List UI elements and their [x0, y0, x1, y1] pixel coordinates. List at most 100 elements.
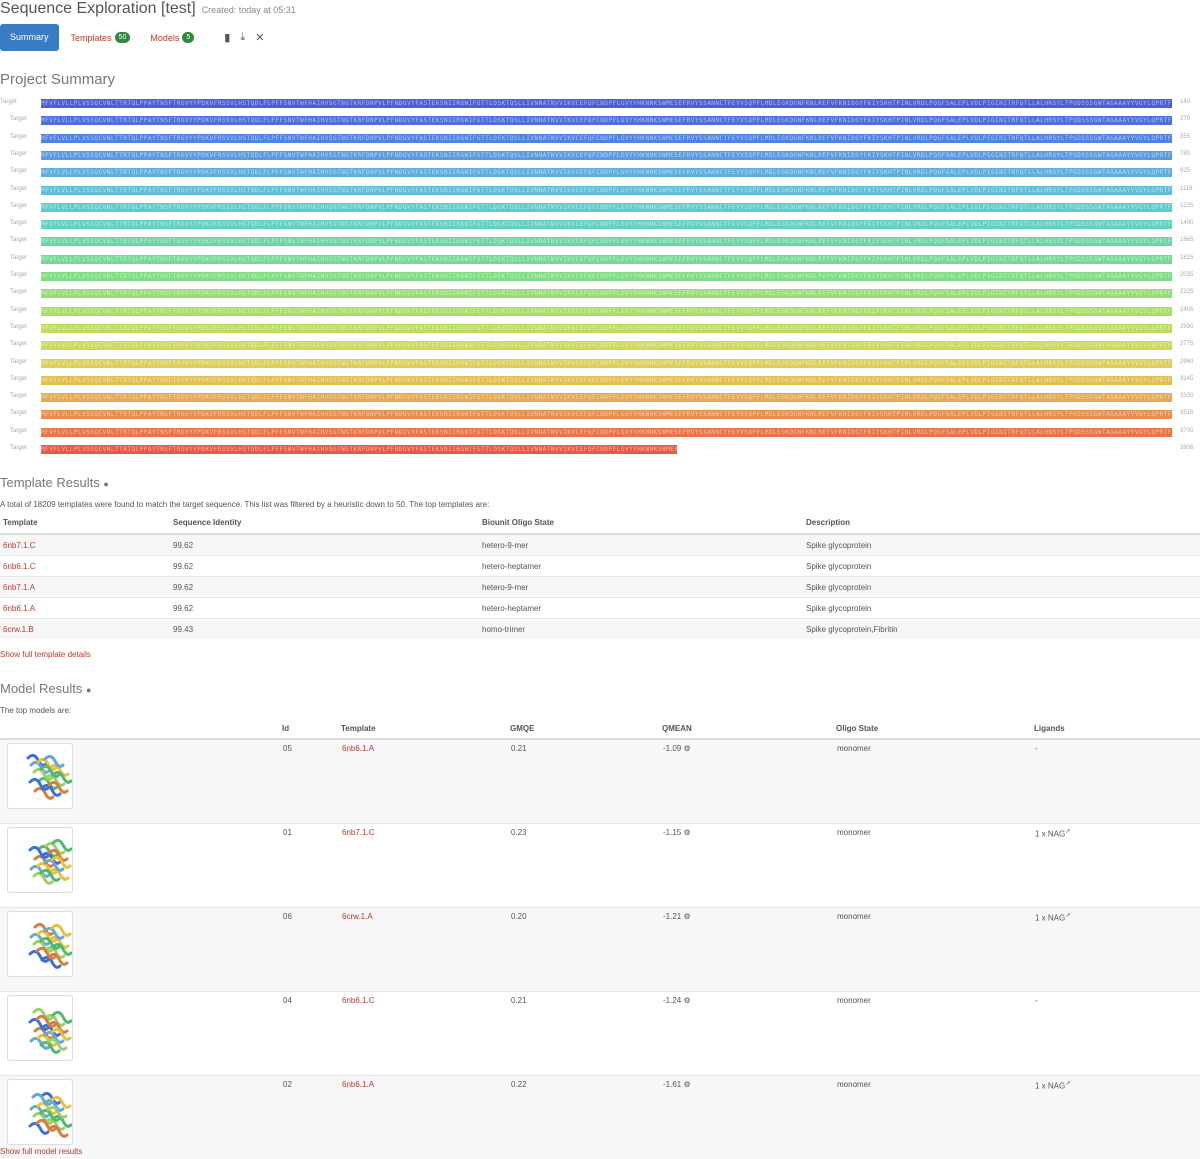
download-icon[interactable]: ⤓ — [240, 31, 245, 44]
col-description[interactable]: Description — [803, 512, 1200, 534]
model-thumbnail[interactable] — [7, 743, 73, 809]
gmqe-value: 0.21 — [511, 744, 527, 753]
model-template[interactable]: 6nb6.1.A — [341, 739, 510, 824]
sequence-bar[interactable]: MFVFLVLLPLVSSQCVNLTTRTQLPPAYTNSFTRGVYYPD… — [41, 255, 1172, 264]
col-ligands[interactable]: Ligands — [1034, 718, 1200, 739]
sequence-bar[interactable]: MFVFLVLLPLVSSQCVNLTTRTQLPPAYTNSFTRGVYYPD… — [41, 307, 1172, 316]
qmean-value: -1.15 — [663, 828, 681, 837]
model-thumbnail[interactable] — [7, 995, 73, 1061]
col-qmean[interactable]: QMEAN — [662, 718, 836, 739]
sequence-bar[interactable]: MFVFLVLLPLVSSQCVNLTTRTQLPPAYTNSFTRGVYYPD… — [41, 445, 677, 454]
model-id: 01 — [282, 824, 341, 908]
model-template[interactable]: 6nb6.1.C — [341, 992, 510, 1076]
model-id-value: 05 — [283, 744, 292, 753]
sequence-bar[interactable]: MFVFLVLLPLVSSQCVNLTTRTQLPPAYTNSFTRGVYYPD… — [41, 393, 1172, 402]
sequence-text: MFVFLVLLPLVSSQCVNLTTRTQLPPAYTNSFTRGVYYPD… — [41, 151, 1172, 160]
sequence-row-end: 355 — [1180, 134, 1190, 140]
template-id[interactable]: 6nb6.1.C — [0, 556, 170, 577]
template-id[interactable]: 6nb7.1.C — [0, 534, 170, 556]
model-thumbnail[interactable] — [7, 827, 73, 893]
sequence-text: MFVFLVLLPLVSSQCVNLTTRTQLPPAYTNSFTRGVYYPD… — [41, 359, 1172, 368]
show-template-details-link[interactable]: Show full template details — [0, 650, 91, 659]
model-template[interactable]: 6crw.1.A — [341, 908, 510, 992]
template-id[interactable]: 6crw.1.B — [0, 619, 170, 640]
model-results-title-text: Model Results — [0, 681, 82, 696]
info-icon[interactable]: ● — [86, 685, 91, 695]
sequence-bar[interactable]: MFVFLVLLPLVSSQCVNLTTRTQLPPAYTNSFTRGVYYPD… — [41, 186, 1172, 195]
col-gmqe[interactable]: GMQE — [510, 718, 662, 739]
model-template-value: 6nb6.1.C — [342, 996, 374, 1005]
model-template[interactable]: 6nb6.1.A — [341, 1076, 510, 1159]
qmean-value: -1.61 — [663, 1080, 681, 1089]
sequence-row-label: Target — [10, 289, 27, 295]
sequence-bar[interactable]: MFVFLVLLPLVSSQCVNLTTRTQLPPAYTNSFTRGVYYPD… — [41, 151, 1172, 160]
template-note: A total of 18209 templates were found to… — [0, 500, 489, 509]
show-model-results-link[interactable]: Show full model results — [0, 1147, 82, 1156]
model-thumbnail[interactable] — [7, 911, 73, 977]
model-thumbnail[interactable] — [7, 1079, 73, 1145]
sequence-identity: 99.62 — [170, 556, 479, 577]
tab-models[interactable]: Models 5 — [150, 32, 194, 43]
sequence-bar[interactable]: MFVFLVLLPLVSSQCVNLTTRTQLPPAYTNSFTRGVYYPD… — [41, 376, 1172, 385]
model-id: 05 — [282, 739, 341, 824]
close-icon[interactable]: ✕ — [255, 31, 264, 44]
sequence-text: MFVFLVLLPLVSSQCVNLTTRTQLPPAYTNSFTRGVYYPD… — [41, 237, 1172, 246]
template-id[interactable]: 6nb6.1.A — [0, 598, 170, 619]
sequence-row-label: Target — [10, 393, 27, 399]
ligand-info-icon[interactable]: ↗ — [1065, 1081, 1070, 1087]
sequence-bar[interactable]: MFVFLVLLPLVSSQCVNLTTRTQLPPAYTNSFTRGVYYPD… — [41, 272, 1172, 281]
sequence-row-end: 2035 — [1180, 272, 1193, 278]
col-template[interactable]: Template — [0, 512, 170, 534]
sequence-bar[interactable]: MFVFLVLLPLVSSQCVNLTTRTQLPPAYTNSFTRGVYYPD… — [41, 341, 1172, 350]
tab-summary[interactable]: Summary — [0, 24, 59, 51]
sequence-text: MFVFLVLLPLVSSQCVNLTTRTQLPPAYTNSFTRGVYYPD… — [41, 99, 1172, 108]
file-icon[interactable]: ▮ — [224, 31, 230, 44]
sequence-row-end: 2590 — [1180, 324, 1193, 330]
col-oligo-state[interactable]: Biounit Oligo State — [479, 512, 803, 534]
sequence-text: MFVFLVLLPLVSSQCVNLTTRTQLPPAYTNSFTRGVYYPD… — [41, 255, 1172, 264]
model-template-value: 6nb7.1.C — [342, 828, 374, 837]
sequence-bar[interactable]: MFVFLVLLPLVSSQCVNLTTRTQLPPAYTNSFTRGVYYPD… — [41, 168, 1172, 177]
sequence-identity: 99.62 — [170, 534, 479, 556]
col-id[interactable]: Id — [282, 718, 341, 739]
sequence-bar[interactable]: MFVFLVLLPLVSSQCVNLTTRTQLPPAYTNSFTRGVYYPD… — [41, 410, 1172, 419]
sequence-bar[interactable]: MFVFLVLLPLVSSQCVNLTTRTQLPPAYTNSFTRGVYYPD… — [41, 237, 1172, 246]
sequence-bar[interactable]: MFVFLVLLPLVSSQCVNLTTRTQLPPAYTNSFTRGVYYPD… — [41, 203, 1172, 212]
sequence-row: Target MFVFLVLLPLVSSQCVNLTTRTQLPPAYTNSFTR… — [0, 286, 1200, 303]
template-id[interactable]: 6nb7.1.A — [0, 577, 170, 598]
created-timestamp: Created: today at 05:31 — [202, 5, 296, 15]
ligand-info-icon[interactable]: ↗ — [1065, 913, 1070, 919]
sequence-bar[interactable]: MFVFLVLLPLVSSQCVNLTTRTQLPPAYTNSFTRGVYYPD… — [41, 428, 1172, 437]
col-sequence-identity[interactable]: Sequence Identity — [170, 512, 479, 534]
sequence-bar[interactable]: MFVFLVLLPLVSSQCVNLTTRTQLPPAYTNSFTRGVYYPD… — [41, 359, 1172, 368]
sequence-text: MFVFLVLLPLVSSQCVNLTTRTQLPPAYTNSFTRGVYYPD… — [41, 428, 1172, 437]
tab-templates[interactable]: Templates 50 — [71, 32, 131, 43]
model-template[interactable]: 6nb7.1.C — [341, 824, 510, 908]
info-icon[interactable]: ● — [103, 479, 108, 489]
sequence-bar[interactable]: MFVFLVLLPLVSSQCVNLTTRTQLPPAYTNSFTRGVYYPD… — [41, 116, 1172, 125]
sequence-row-end: 1400 — [1180, 220, 1193, 226]
ligand-info-icon[interactable]: ↗ — [1065, 829, 1070, 835]
oligo-state-value: monomer — [837, 828, 871, 837]
col-oligo-state[interactable]: Oligo State — [836, 718, 1034, 739]
sequence-bar[interactable]: MFVFLVLLPLVSSQCVNLTTRTQLPPAYTNSFTRGVYYPD… — [41, 289, 1172, 298]
sequence-bar[interactable]: MFVFLVLLPLVSSQCVNLTTRTQLPPAYTNSFTRGVYYPD… — [41, 324, 1172, 333]
sequence-bar[interactable]: MFVFLVLLPLVSSQCVNLTTRTQLPPAYTNSFTRGVYYPD… — [41, 220, 1172, 229]
sequence-row-label: Target — [10, 272, 27, 278]
col-model-template[interactable]: Template — [341, 718, 510, 739]
sequence-text: MFVFLVLLPLVSSQCVNLTTRTQLPPAYTNSFTRGVYYPD… — [41, 410, 1172, 419]
sequence-bar[interactable]: MFVFLVLLPLVSSQCVNLTTRTQLPPAYTNSFTRGVYYPD… — [41, 99, 1172, 108]
protein-structure-icon — [8, 828, 72, 892]
sequence-text: MFVFLVLLPLVSSQCVNLTTRTQLPPAYTNSFTRGVYYPD… — [41, 116, 1172, 125]
description: Spike glycoprotein — [803, 556, 1200, 577]
protein-structure-icon — [8, 1080, 72, 1144]
sequence-identity: 99.62 — [170, 598, 479, 619]
oligo-state-value: monomer — [837, 744, 871, 753]
sequence-bar[interactable]: MFVFLVLLPLVSSQCVNLTTRTQLPPAYTNSFTRGVYYPD… — [41, 134, 1172, 143]
model-note: The top models are: — [0, 706, 71, 715]
